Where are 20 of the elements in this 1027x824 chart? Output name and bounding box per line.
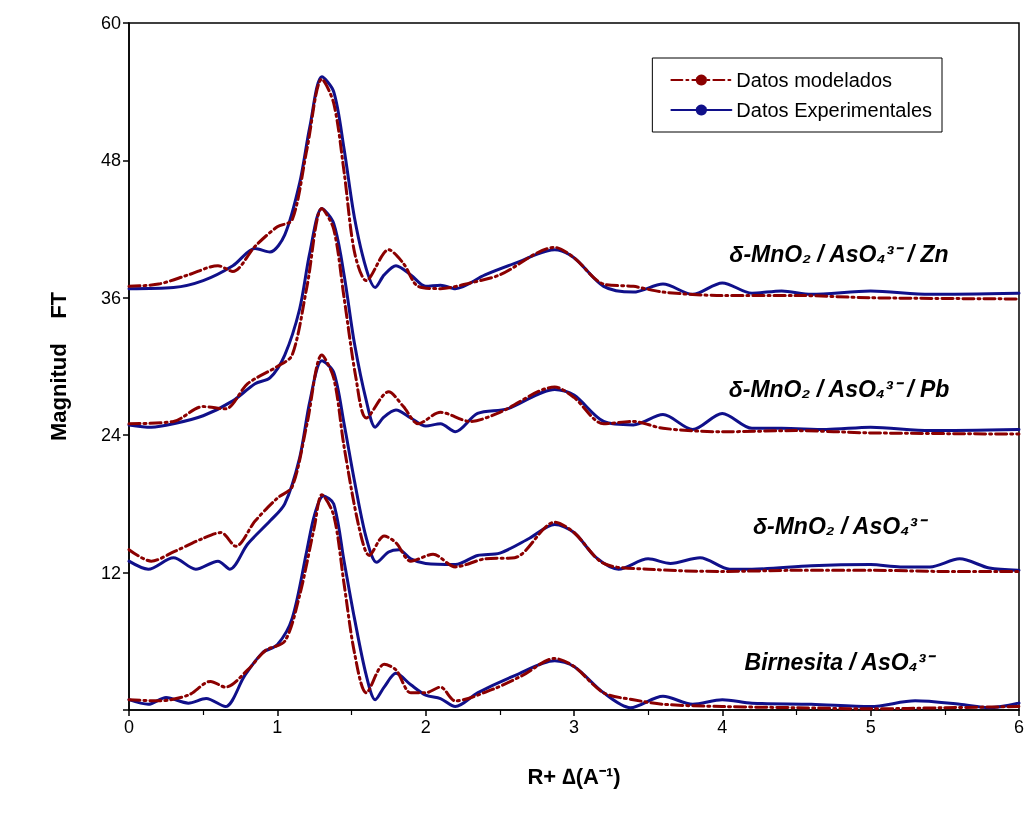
y-tick-label: 24 [100, 425, 121, 446]
x-axis-title: R+ ∆(A⁻¹) [527, 763, 621, 789]
y-tick-label: 60 [100, 13, 121, 33]
legend-label: Datos Experimentales [736, 99, 933, 121]
x-tick-label: 4 [717, 717, 728, 737]
annotation: δ-MnO₂ / AsO₄³⁻ / Zn [729, 240, 949, 267]
annotation: Birnesita / AsO₄³⁻ [744, 648, 938, 675]
y-tick-label: 36 [100, 287, 121, 308]
y-tick-label: 12 [100, 562, 121, 583]
x-tick-label: 6 [1013, 717, 1024, 737]
y-axis-title: Magnitud FT [45, 291, 71, 442]
x-tick-label: 1 [272, 717, 283, 737]
annotation: δ-MnO₂ / AsO₄³⁻ / Pb [728, 376, 950, 403]
x-tick-label: 3 [568, 717, 580, 737]
x-tick-label: 5 [865, 717, 876, 737]
x-tick-label: 0 [123, 717, 135, 737]
y-tick-label: 48 [100, 150, 121, 171]
legend-label: Datos modelados [736, 69, 893, 91]
x-tick-label: 2 [420, 717, 431, 737]
annotation: δ-MnO₂ / AsO₄³⁻ [752, 513, 930, 540]
